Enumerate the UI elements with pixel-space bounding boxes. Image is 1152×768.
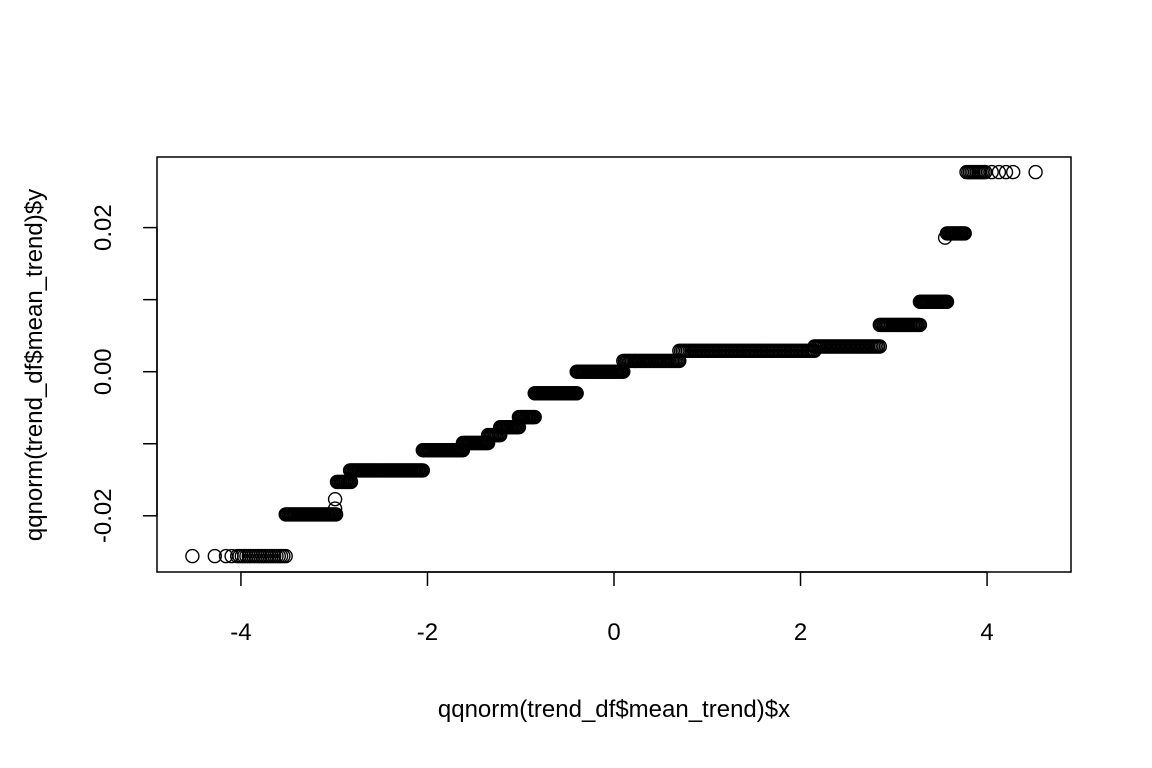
data-point <box>939 294 955 309</box>
x-tick-label: -4 <box>230 619 251 646</box>
data-point <box>912 317 928 333</box>
data-point <box>207 548 223 564</box>
data-point <box>569 386 584 401</box>
data-points <box>185 164 1043 564</box>
x-tick-label: -2 <box>417 619 438 646</box>
data-point <box>1006 164 1021 180</box>
data-point <box>998 164 1014 180</box>
y-axis-title: qqnorm(trend_df$mean_trend)$y <box>21 189 48 541</box>
x-tick-label: 0 <box>607 619 620 646</box>
data-point <box>328 507 344 522</box>
x-axis: -4 -2 0 2 4 <box>230 571 994 646</box>
x-tick-label: 4 <box>980 619 993 646</box>
x-tick-label: 2 <box>794 619 807 646</box>
data-point <box>872 339 887 354</box>
data-point <box>984 164 999 180</box>
y-tick-label: 0.00 <box>90 348 117 395</box>
data-point <box>957 226 972 241</box>
data-point <box>278 548 293 564</box>
data-point <box>1028 164 1043 180</box>
y-tick-label: 0.02 <box>90 204 117 251</box>
data-point <box>327 492 343 507</box>
data-point <box>978 164 993 180</box>
data-point <box>327 501 343 516</box>
y-axis: -0.02 0.00 0.02 <box>90 204 158 543</box>
data-point <box>185 548 200 564</box>
data-point <box>991 164 1007 180</box>
x-axis-title: qqnorm(trend_df$mean_trend)$x <box>438 696 790 723</box>
y-tick-label: -0.02 <box>90 488 117 543</box>
data-point <box>415 463 430 478</box>
data-point <box>527 409 542 425</box>
data-point <box>224 548 239 564</box>
